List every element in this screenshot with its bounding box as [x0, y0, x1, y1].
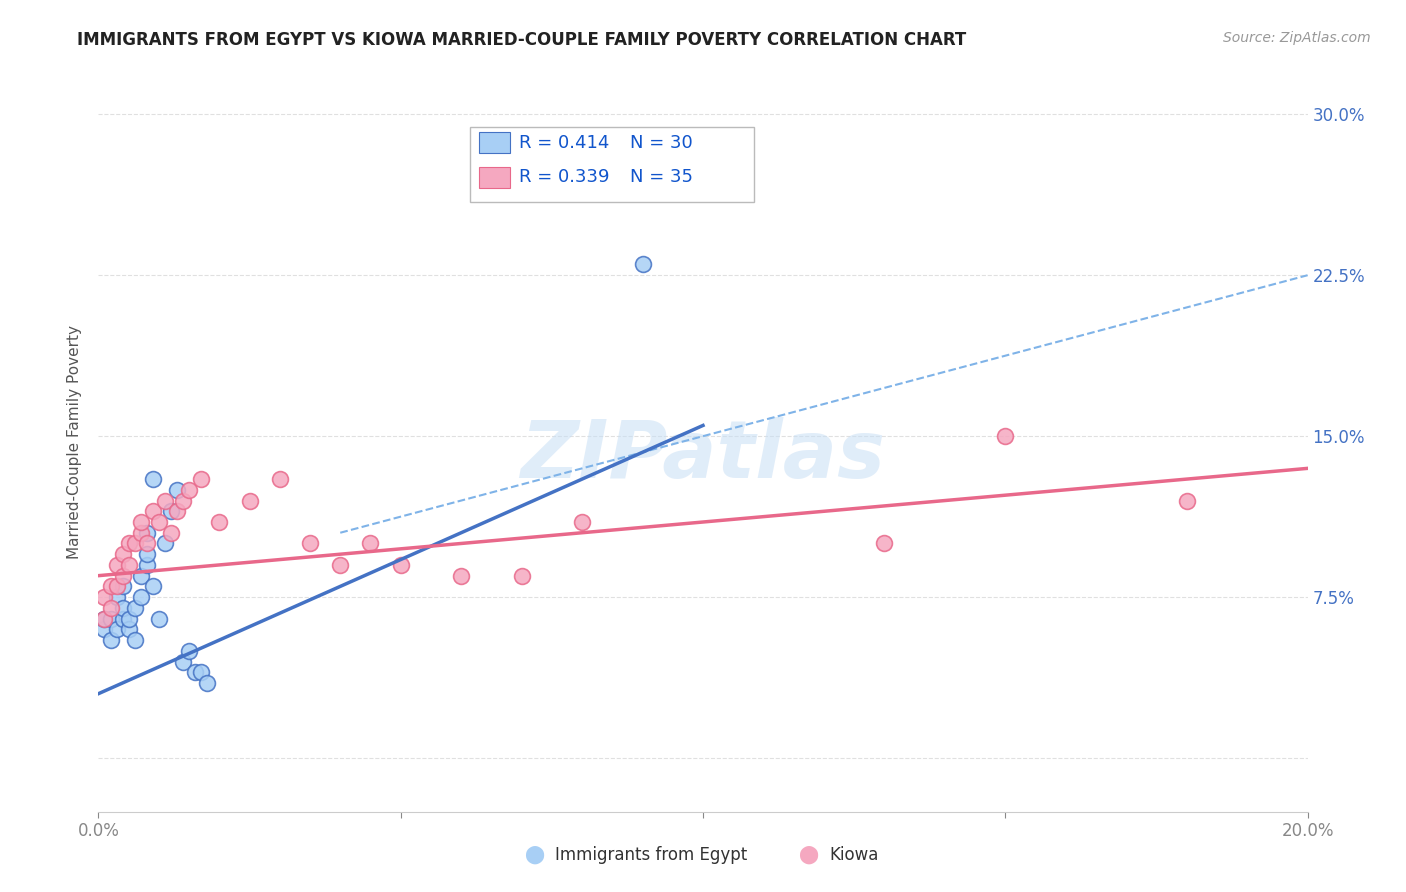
- Point: [105, 623, 128, 637]
- Point: [93, 590, 115, 604]
- Y-axis label: Married-Couple Family Poverty: Married-Couple Family Poverty: [67, 325, 83, 558]
- Text: IMMIGRANTS FROM EGYPT VS KIOWA MARRIED-COUPLE FAMILY POVERTY CORRELATION CHART: IMMIGRANTS FROM EGYPT VS KIOWA MARRIED-C…: [77, 31, 966, 49]
- Text: N = 35: N = 35: [630, 169, 693, 186]
- Text: ZIPatlas: ZIPatlas: [520, 417, 886, 495]
- Point: [129, 568, 152, 582]
- Point: [124, 536, 146, 550]
- FancyBboxPatch shape: [470, 127, 754, 202]
- Point: [135, 525, 157, 540]
- Point: [105, 558, 128, 572]
- Point: [329, 558, 352, 572]
- Point: [172, 493, 194, 508]
- Point: [135, 547, 157, 561]
- Point: [100, 579, 122, 593]
- Point: [129, 515, 152, 529]
- Point: [124, 600, 146, 615]
- Point: [142, 472, 165, 486]
- Point: [142, 504, 165, 518]
- Point: [135, 536, 157, 550]
- Point: [1175, 493, 1198, 508]
- Point: [111, 600, 134, 615]
- Point: [153, 536, 176, 550]
- Point: [160, 525, 183, 540]
- Text: R = 0.339: R = 0.339: [519, 169, 610, 186]
- Point: [105, 579, 128, 593]
- Text: R = 0.414: R = 0.414: [519, 134, 610, 153]
- Point: [111, 579, 134, 593]
- Text: Kiowa: Kiowa: [830, 846, 879, 863]
- Bar: [479, 167, 509, 187]
- Text: Source: ZipAtlas.com: Source: ZipAtlas.com: [1223, 31, 1371, 45]
- Point: [179, 644, 201, 658]
- Point: [179, 483, 201, 497]
- Point: [269, 472, 291, 486]
- Point: [111, 611, 134, 625]
- Point: [389, 558, 412, 572]
- Point: [239, 493, 262, 508]
- Point: [129, 590, 152, 604]
- Point: [160, 504, 183, 518]
- Point: [118, 558, 141, 572]
- Point: [105, 590, 128, 604]
- Point: [118, 536, 141, 550]
- Point: [148, 515, 170, 529]
- Point: [450, 568, 472, 582]
- Point: [100, 600, 122, 615]
- Point: [184, 665, 207, 680]
- Point: [299, 536, 322, 550]
- Point: [166, 504, 188, 518]
- Point: [124, 633, 146, 648]
- Point: [111, 547, 134, 561]
- Point: [195, 676, 218, 690]
- Point: [208, 515, 231, 529]
- Point: [118, 611, 141, 625]
- Point: [360, 536, 382, 550]
- Point: [166, 483, 188, 497]
- Point: [190, 472, 212, 486]
- Point: [994, 429, 1017, 443]
- Point: [118, 623, 141, 637]
- Text: ⬤: ⬤: [799, 846, 818, 863]
- Point: [111, 568, 134, 582]
- Point: [172, 655, 194, 669]
- Point: [93, 623, 115, 637]
- Point: [190, 665, 212, 680]
- Text: N = 30: N = 30: [630, 134, 693, 153]
- Point: [129, 525, 152, 540]
- Point: [135, 558, 157, 572]
- Point: [148, 611, 170, 625]
- Point: [510, 568, 533, 582]
- Point: [631, 258, 654, 272]
- Point: [571, 515, 593, 529]
- Point: [93, 611, 115, 625]
- Point: [100, 633, 122, 648]
- Text: Immigrants from Egypt: Immigrants from Egypt: [555, 846, 748, 863]
- Point: [153, 493, 176, 508]
- Point: [142, 579, 165, 593]
- Bar: [479, 132, 509, 153]
- Point: [100, 611, 122, 625]
- Text: ⬤: ⬤: [524, 846, 544, 863]
- Point: [93, 611, 115, 625]
- Point: [873, 536, 896, 550]
